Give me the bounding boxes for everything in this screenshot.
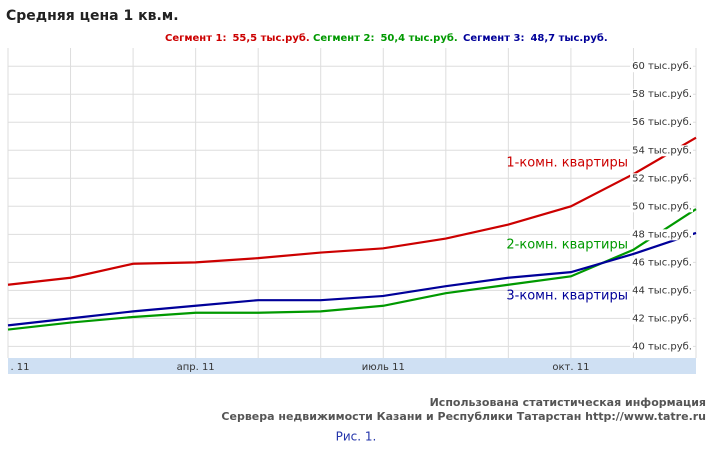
x-tick-label: . 11 (10, 362, 29, 373)
legend-entry: Сегмент 1: 55,5 тыс.руб. (165, 32, 310, 44)
y-tick-label: 50 тыс.руб. (632, 201, 692, 212)
y-tick-bg (630, 61, 693, 73)
legend-name: Сегмент 3: (463, 33, 524, 44)
chart-title: Средняя цена 1 кв.м. (6, 8, 179, 24)
x-tick-label: июль 11 (362, 362, 405, 373)
series-line (7, 136, 697, 286)
y-tick-bg (630, 145, 693, 157)
y-tick-bg (630, 257, 693, 269)
series-label: 1-комн. квартиры (506, 156, 628, 171)
legend-summary: 50,4 тыс.руб. (380, 32, 457, 44)
y-tick-label: 44 тыс.руб. (632, 285, 692, 296)
y-tick-bg (630, 117, 693, 129)
y-tick-bg (630, 285, 693, 297)
y-tick-bg (630, 89, 693, 101)
y-tick-label: 60 тыс.руб. (632, 61, 692, 72)
series-label: 2-комн. квартиры (506, 238, 628, 253)
x-tick-label: апр. 11 (177, 362, 215, 373)
y-tick-label: 56 тыс.руб. (632, 117, 692, 128)
y-tick-bg (630, 313, 693, 325)
legend-entry: Сегмент 3: 48,7 тыс.руб. (463, 32, 608, 44)
legend-name: Сегмент 2: (313, 33, 374, 44)
y-tick-label: 52 тыс.руб. (632, 173, 692, 184)
y-tick-label: 54 тыс.руб. (632, 145, 692, 156)
x-tick-label: окт. 11 (552, 362, 589, 373)
legend-summary: 55,5 тыс.руб. (232, 32, 309, 44)
y-tick-label: 40 тыс.руб. (632, 341, 692, 352)
caption: Рис. 1. (336, 430, 377, 444)
series-line (7, 208, 697, 331)
y-tick-label: 48 тыс.руб. (632, 229, 692, 240)
series-line (7, 231, 697, 327)
y-tick-label: 42 тыс.руб. (632, 313, 692, 324)
series-label: 3-комн. квартиры (506, 289, 628, 304)
y-tick-bg (630, 173, 693, 185)
y-tick-bg (630, 201, 693, 213)
footer-line: Сервера недвижимости Казани и Республики… (221, 410, 706, 423)
y-tick-bg (630, 341, 693, 353)
legend-entry: Сегмент 2: 50,4 тыс.руб. (313, 32, 458, 44)
legend-name: Сегмент 1: (165, 33, 226, 44)
footer-line: Использована статистическая информация (430, 396, 706, 409)
y-tick-label: 58 тыс.руб. (632, 89, 692, 100)
x-axis-band (8, 358, 696, 374)
y-tick-bg (630, 229, 693, 241)
y-tick-label: 46 тыс.руб. (632, 257, 692, 268)
legend-summary: 48,7 тыс.руб. (530, 32, 607, 44)
